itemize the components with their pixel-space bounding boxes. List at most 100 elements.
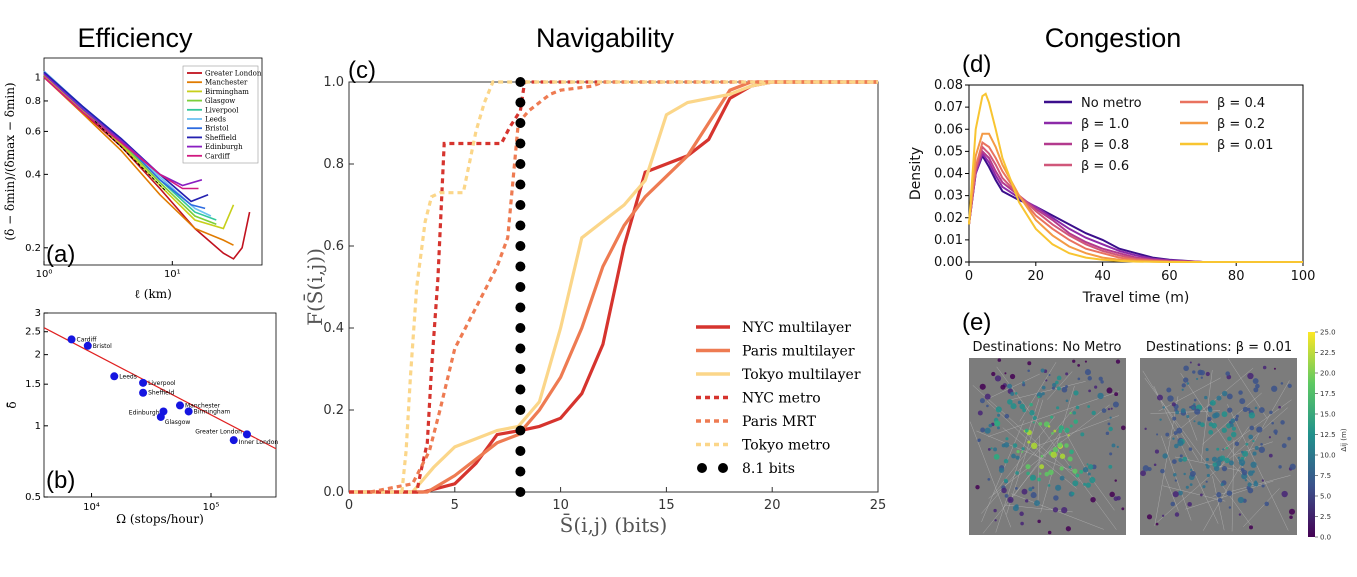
b-point-label: Edinburgh <box>129 409 160 416</box>
panel-a-frame <box>43 57 263 266</box>
c-series-line <box>349 80 878 494</box>
a-ytick-label: 0.2 <box>25 243 41 254</box>
map-dot <box>1109 491 1115 498</box>
map-dot <box>1188 447 1193 451</box>
a-legend-label: Sheffield <box>205 134 237 142</box>
map-dot <box>990 447 993 450</box>
map-dot <box>1025 464 1031 470</box>
map-dot <box>1183 472 1186 476</box>
map-dot <box>1174 512 1180 517</box>
map-dot <box>1154 449 1160 454</box>
map-dot <box>1110 407 1113 410</box>
map-dot <box>1204 395 1208 400</box>
panel-d-frame <box>968 84 1304 263</box>
map-dot <box>1254 480 1258 484</box>
a-legend-label: Glasgow <box>205 97 235 105</box>
panel-label-d: (d) <box>962 51 991 78</box>
c-xtick-label: 5 <box>451 498 459 513</box>
map-dot <box>1109 416 1112 419</box>
map-dot <box>1090 497 1096 503</box>
map-dot <box>1248 412 1256 419</box>
c-xtick-label: 10 <box>552 498 569 513</box>
d-ytick-label: 0.07 <box>934 100 963 115</box>
map-dot <box>1216 492 1222 498</box>
map-dot <box>1056 406 1060 410</box>
map-left-title: Destinations: No Metro <box>972 340 1121 355</box>
d-legend: No metro β = 1.0 β = 0.8 β = 0.6 β = 0.4 β = … <box>1044 96 1273 174</box>
map-dot <box>1174 443 1179 449</box>
d-series-line <box>968 92 1303 263</box>
map-dot <box>1244 479 1248 482</box>
map-dot <box>1000 384 1006 390</box>
map-dot <box>1160 468 1165 474</box>
b-point <box>67 335 76 344</box>
panel-label-c: (c) <box>348 57 376 84</box>
map-dot <box>1221 390 1228 397</box>
map-dot <box>1082 466 1089 473</box>
map-road <box>1037 415 1120 446</box>
map-dot <box>1065 526 1071 532</box>
map-dot <box>1098 376 1103 381</box>
map-dot <box>1039 464 1045 470</box>
map-dot <box>1268 453 1273 458</box>
c-reference-dot <box>515 159 526 169</box>
map-dot <box>1106 387 1113 394</box>
map-road <box>1142 370 1199 461</box>
map-dot <box>1051 386 1056 390</box>
map-dot <box>1116 445 1119 448</box>
d-series-line <box>968 151 1303 263</box>
b-fit-line <box>43 327 277 450</box>
map-dot <box>1111 443 1116 448</box>
map-dot <box>1075 405 1080 410</box>
c-reference-dot <box>515 179 526 190</box>
b-ylabel: δ̄ <box>5 401 19 408</box>
map-road <box>981 447 1039 514</box>
map-dot <box>993 447 998 452</box>
map-dot <box>1262 365 1267 370</box>
map-dot <box>1061 386 1068 393</box>
map-road <box>1243 488 1280 527</box>
map-left-dots <box>969 358 1126 535</box>
map-dot <box>1007 383 1013 389</box>
c-ytick-label: 0.4 <box>323 321 344 336</box>
b-point <box>175 401 184 410</box>
c-reference-dot <box>515 405 526 415</box>
map-dot <box>1072 359 1076 363</box>
map-dot <box>1072 468 1078 474</box>
map-dot <box>1052 382 1057 388</box>
map-dot <box>1155 522 1159 526</box>
map-dot <box>1029 402 1033 407</box>
map-dot <box>1162 453 1168 459</box>
panel-a-efficiency-curves: 10⁰ 10¹ 0.2 0.4 0.6 0.8 1 ℓ (km) (δ − δmin)/(δma… <box>3 57 263 301</box>
map-road <box>1019 362 1057 422</box>
map-dot <box>1227 436 1232 442</box>
map-dot <box>1161 514 1165 517</box>
map-dot <box>1205 371 1210 377</box>
d-xtick-label: 20 <box>1028 269 1045 284</box>
map-dot <box>1234 441 1240 447</box>
map-road <box>1006 399 1044 515</box>
panel-c-cdf: 0 5 10 15 20 25 0.0 0.2 0.4 0.6 0.8 1.0 S̄(i,j) (bit… <box>302 57 886 537</box>
colorbar <box>1308 332 1315 537</box>
map-dot <box>1221 411 1228 418</box>
c-reference-dot <box>515 343 526 354</box>
map-dot <box>1221 466 1228 472</box>
b-xlabel: Ω (stops/hour) <box>116 512 204 526</box>
map-dot <box>1065 399 1069 403</box>
map-dot <box>1261 479 1265 482</box>
map-dot <box>1051 432 1054 435</box>
map-dot <box>1021 447 1025 451</box>
map-dot <box>1269 410 1273 415</box>
map-dot <box>997 413 1001 417</box>
map-dot <box>1193 398 1197 402</box>
map-dot <box>998 467 1005 473</box>
map-dot <box>1045 379 1048 382</box>
map-dot <box>1059 475 1065 481</box>
map-dot <box>1205 463 1208 467</box>
map-dot <box>1114 479 1117 482</box>
map-dot <box>1037 477 1041 482</box>
title-navigability: Navigability <box>536 23 675 53</box>
map-dot <box>1012 443 1018 448</box>
map-dot <box>1022 408 1027 413</box>
c-ylabel: F(S̄(i,j)) <box>302 248 327 326</box>
